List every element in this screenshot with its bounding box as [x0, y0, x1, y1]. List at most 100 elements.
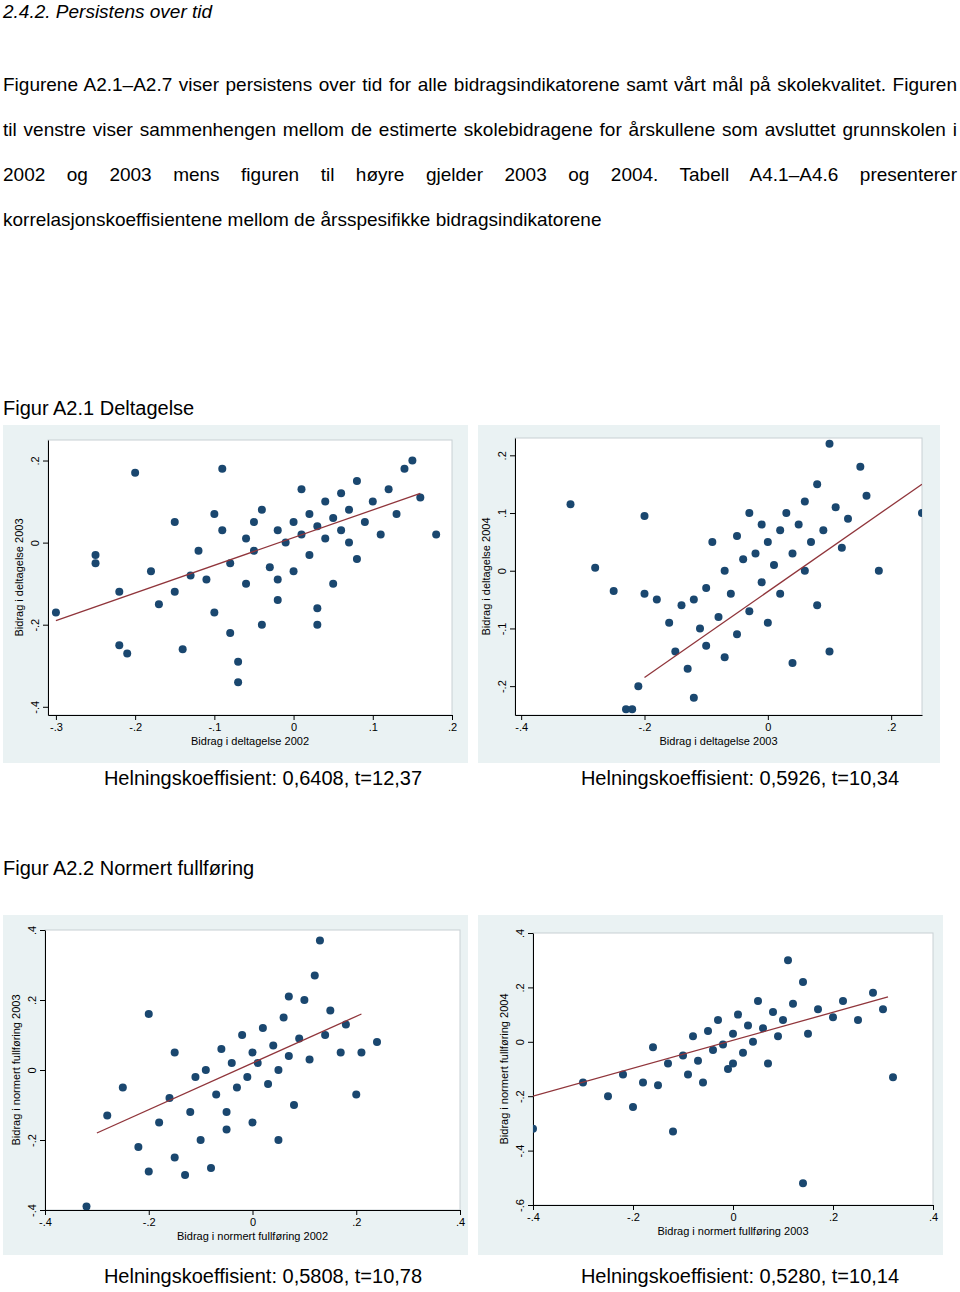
y-tick-label: -.2	[496, 680, 508, 693]
y-axis: -.2-.10.1.2	[496, 439, 516, 716]
scatter-point	[795, 521, 803, 529]
chart: -.4-.20.2.4-.4-.20.2.4Bidrag i normert f…	[3, 915, 468, 1255]
scatter-point	[813, 601, 821, 609]
plot-marks	[83, 937, 382, 1211]
scatter-point	[801, 497, 809, 505]
y-axis-title: Bidrag i deltagelse 2004	[480, 517, 492, 635]
y-axis-line	[515, 439, 516, 716]
chart-caption: Helningskoeffisient: 0,6408, t=12,37	[104, 767, 422, 789]
x-tick-label: .4	[929, 1211, 938, 1223]
x-tick: 0	[291, 715, 297, 733]
y-tick-label: 0	[26, 1067, 38, 1073]
scatter-point	[171, 518, 179, 526]
chart-caption: Helningskoeffisient: 0,5808, t=10,78	[104, 1265, 422, 1287]
body-paragraph: Figurene A2.1–A2.7 viser persistens over…	[3, 62, 957, 242]
scatter-point	[285, 1052, 293, 1060]
x-tick-mark	[373, 715, 374, 720]
charts-canvas: -.3-.2-.10.1.2-.4-.20.2Bidrag i deltagel…	[0, 0, 960, 1292]
scatter-point	[195, 547, 203, 555]
scatter-point	[739, 555, 747, 563]
y-tick: -.2	[496, 680, 515, 693]
plot-frame	[533, 933, 933, 1205]
scatter-point	[329, 580, 337, 588]
x-tick-mark	[45, 1210, 46, 1215]
scatter-point	[285, 993, 293, 1001]
scatter-point	[789, 549, 797, 557]
x-axis-title: Bidrag i deltagelse 2002	[191, 735, 309, 747]
scatter-point	[242, 580, 250, 588]
x-tick-label: 0	[250, 1216, 256, 1228]
x-axis: -.4-.20.2.4	[527, 1205, 938, 1223]
scatter-point	[714, 1016, 722, 1024]
y-tick-mark	[40, 930, 45, 931]
scatter-point	[259, 1024, 267, 1032]
scatter-point	[799, 978, 807, 986]
x-tick: -.2	[143, 1210, 156, 1228]
y-tick-mark	[40, 1210, 45, 1211]
plot-marks	[567, 440, 923, 713]
x-tick-mark	[135, 715, 136, 720]
scatter-point	[134, 1143, 142, 1151]
scatter-point	[290, 1101, 298, 1109]
y-tick-mark	[528, 1205, 533, 1206]
scatter-point	[629, 1103, 637, 1111]
scatter-point	[699, 1079, 707, 1087]
scatter-point	[115, 588, 123, 596]
scatter-point	[533, 1125, 537, 1133]
scatter-point	[826, 648, 834, 656]
x-tick-label: -.3	[50, 721, 63, 733]
x-tick: -.4	[39, 1210, 52, 1228]
scatter-point	[264, 1080, 272, 1088]
y-tick-mark	[40, 1140, 45, 1141]
scatter-point	[641, 590, 649, 598]
x-tick-label: .2	[448, 721, 457, 733]
y-tick-label: -.6	[514, 1199, 526, 1212]
y-tick-label: .2	[496, 451, 508, 460]
x-tick-label: -.2	[627, 1211, 640, 1223]
y-tick-mark	[510, 571, 515, 572]
y-tick-label: 0	[29, 540, 41, 546]
scatter-point	[210, 510, 218, 518]
y-tick-label: .2	[514, 983, 526, 992]
scatter-point	[131, 469, 139, 477]
scatter-point	[249, 1119, 257, 1127]
plot-frame	[45, 930, 460, 1210]
y-tick-label: 0	[514, 1039, 526, 1045]
scatter-point	[269, 1042, 277, 1050]
y-tick-label: .4	[514, 929, 526, 938]
x-tick-label: -.4	[527, 1211, 540, 1223]
scatter-point	[210, 608, 218, 616]
y-tick: .2	[514, 983, 533, 992]
scatter-point	[52, 608, 60, 616]
scatter-point	[639, 1079, 647, 1087]
y-tick: -.4	[514, 1145, 533, 1158]
scatter-point	[889, 1073, 897, 1081]
scatter-point	[844, 515, 852, 523]
scatter-point	[202, 576, 210, 584]
scatter-point	[155, 600, 163, 608]
graph-region	[478, 915, 943, 1255]
x-tick-label: .1	[369, 721, 378, 733]
scatter-point	[752, 549, 760, 557]
y-tick-label: -.2	[514, 1090, 526, 1103]
scatter-point	[733, 532, 741, 540]
scatter-point	[804, 1030, 812, 1038]
chart: -.3-.2-.10.1.2-.4-.20.2Bidrag i deltagel…	[3, 425, 468, 763]
y-tick: .4	[26, 926, 45, 935]
scatter-point	[297, 485, 305, 493]
y-axis: -.4-.20.2	[29, 441, 49, 716]
y-tick-label: -.2	[26, 1134, 38, 1147]
scatter-point	[171, 1049, 179, 1057]
x-tick-label: .2	[887, 721, 896, 733]
scatter-point	[696, 624, 704, 632]
y-tick-label: -.4	[29, 701, 41, 714]
scatter-point	[432, 530, 440, 538]
scatter-point	[218, 526, 226, 534]
y-tick-label: .2	[26, 996, 38, 1005]
scatter-point	[191, 1073, 199, 1081]
scatter-point	[306, 1056, 314, 1064]
scatter-point	[745, 509, 753, 517]
scatter-point	[764, 1060, 772, 1068]
scatter-point	[819, 526, 827, 534]
x-tick: -.2	[627, 1205, 640, 1223]
